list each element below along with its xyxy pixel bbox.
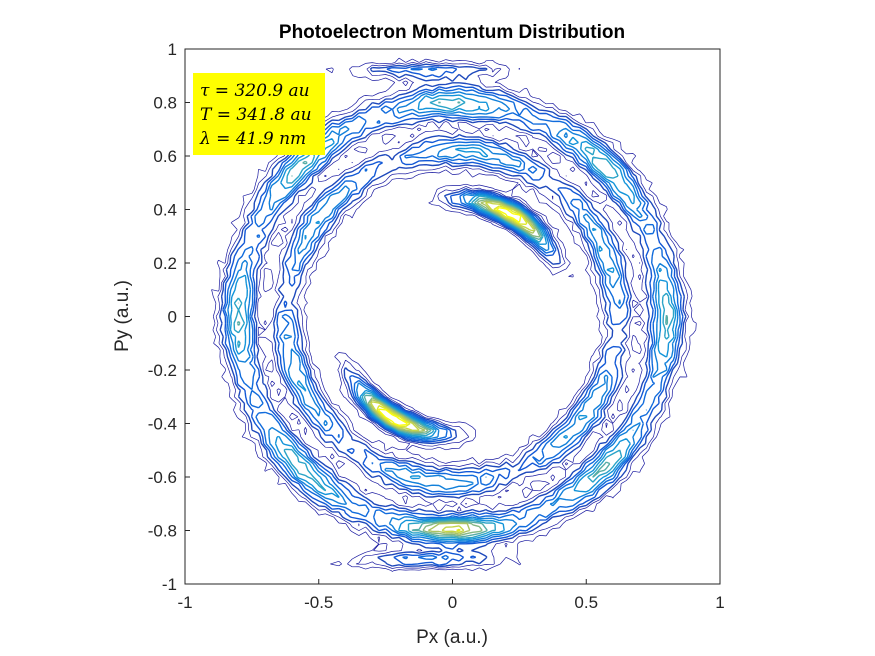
y-tick-label: -0.4	[148, 415, 177, 434]
contour-level	[215, 61, 690, 569]
x-tick-label: -1	[177, 593, 192, 612]
contour-level	[211, 57, 697, 572]
y-tick-label: 0.2	[153, 254, 177, 273]
contour-level	[376, 205, 528, 532]
y-tick-label: -0.2	[148, 361, 177, 380]
contour-level	[233, 97, 675, 540]
contour-level	[229, 94, 677, 541]
x-tick-label: 1	[715, 593, 724, 612]
contour-level	[227, 91, 679, 542]
y-tick-label: 1	[168, 40, 177, 59]
x-tick-label: 0	[448, 593, 457, 612]
contour-layer	[211, 57, 697, 572]
annotation-tau: τ = 320.9 au	[200, 81, 310, 101]
contour-level	[370, 201, 535, 534]
y-axis: -1 -0.8 -0.6 -0.4 -0.2 0 0.2 0.4 0.6 0.8 1	[148, 40, 190, 594]
x-tick-label: 0.5	[574, 593, 598, 612]
y-tick-label: -0.8	[148, 522, 177, 541]
y-tick-label: 0.8	[153, 94, 177, 113]
contour-level	[222, 65, 684, 566]
parameter-annotation: τ = 320.9 au T = 341.8 au λ = 41.9 nm	[193, 73, 325, 155]
x-tick-label: -0.5	[304, 593, 333, 612]
x-axis-label: Px (a.u.)	[416, 627, 488, 648]
annotation-wavelength: λ = 41.9 nm	[199, 129, 306, 149]
y-tick-label: -0.6	[148, 468, 177, 487]
contour-level	[369, 200, 536, 535]
annotation-box	[193, 73, 325, 155]
y-tick-label: 0.4	[153, 201, 177, 220]
contour-level	[367, 199, 541, 537]
y-tick-label: -1	[162, 575, 177, 594]
chart-title: Photoelectron Momentum Distribution	[279, 22, 625, 43]
y-tick-label: 0.6	[153, 147, 177, 166]
y-tick-label: 0	[168, 308, 177, 327]
annotation-period: T = 341.8 au	[200, 105, 312, 125]
contour-level	[236, 101, 669, 538]
contour-level	[377, 207, 522, 426]
y-axis-label: Py (a.u.)	[112, 280, 133, 352]
x-axis: -1 -0.5 0 0.5 1	[177, 579, 725, 612]
